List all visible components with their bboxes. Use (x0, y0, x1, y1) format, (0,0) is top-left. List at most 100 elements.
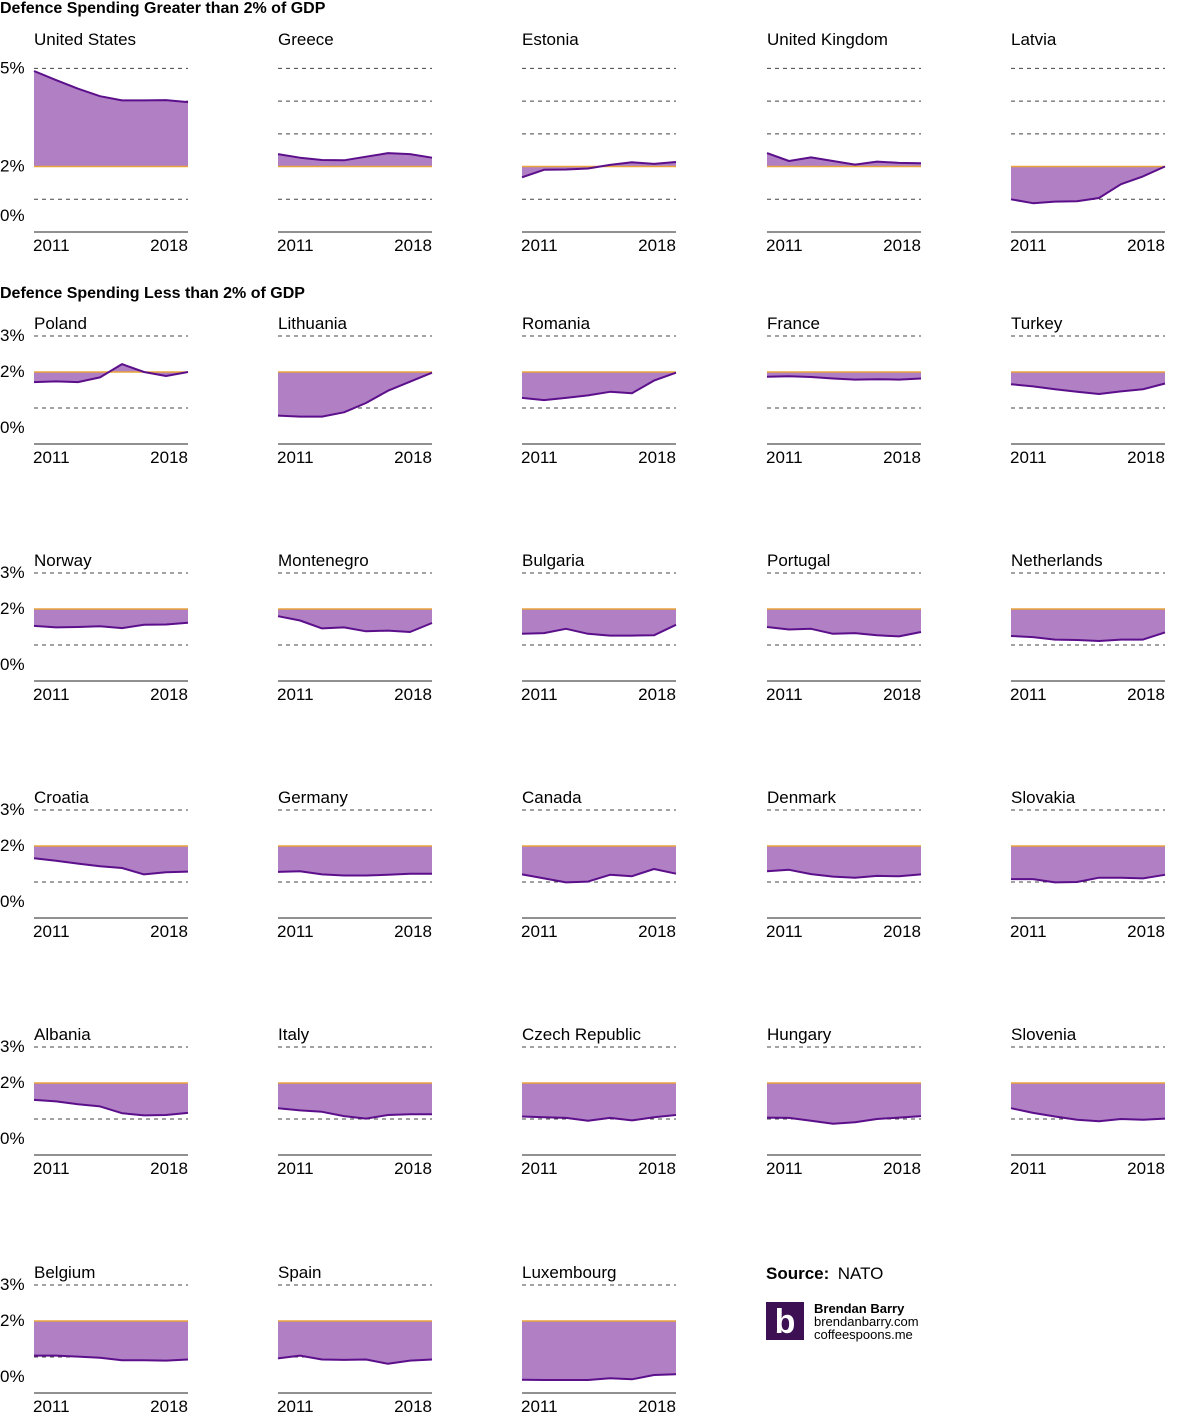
series-line (521, 371, 677, 402)
x-tick-label: 2011 (1010, 448, 1047, 467)
panel-czech-republic: Czech Republic 2011 2018 (521, 1025, 677, 1178)
x-tick-label: 2011 (521, 236, 558, 255)
gap-area (522, 1321, 676, 1380)
panel-germany: Germany 2011 2018 (277, 788, 432, 941)
x-tick-label: 2018 (1127, 1159, 1165, 1178)
x-tick-label: 2011 (277, 1397, 314, 1416)
source-value: NATO (838, 1264, 884, 1283)
x-tick-label: 2011 (277, 236, 314, 255)
source-note: Source: NATO (766, 1264, 883, 1283)
series-line (33, 1098, 189, 1117)
panel-title: Norway (34, 551, 92, 570)
x-tick-label: 2018 (638, 685, 676, 704)
x-tick-label: 2018 (883, 685, 921, 704)
series-line (277, 615, 433, 633)
panel-title: Poland (34, 314, 87, 333)
panel-title: Albania (34, 1025, 91, 1044)
series-line (33, 363, 189, 384)
brand-blog: coffeespoons.me (814, 1327, 913, 1342)
y-tick-label: 2% (0, 599, 25, 618)
panel-turkey: Turkey 2011 2018 (1010, 314, 1166, 467)
x-tick-label: 2011 (766, 1159, 803, 1178)
x-tick-label: 2018 (394, 448, 432, 467)
series-line (1010, 382, 1166, 395)
panel-title: France (767, 314, 820, 333)
panel-italy: Italy 2011 2018 (277, 1025, 432, 1178)
series-line (277, 152, 433, 162)
x-tick-label: 2018 (150, 685, 188, 704)
panel-title: Turkey (1011, 314, 1063, 333)
y-tick-label: 2% (0, 1073, 25, 1092)
x-tick-label: 2011 (766, 448, 803, 467)
series-line (34, 1354, 189, 1362)
gap-area (522, 846, 676, 883)
panel-romania: Romania 2011 2018 (521, 314, 677, 467)
x-tick-label: 2018 (638, 1397, 676, 1416)
panel-luxembourg: Luxembourg 2011 2018 (521, 1263, 677, 1416)
y-tick-label: 2% (0, 836, 25, 855)
gap-area (278, 846, 432, 876)
x-tick-label: 2011 (1010, 922, 1047, 941)
panel-united-states: United States 2011 2018 5% 2% 0% (0, 30, 189, 255)
series-line (277, 1107, 432, 1120)
gap-area (522, 1083, 676, 1121)
panel-title: Bulgaria (522, 551, 585, 570)
y-tick-label: 0% (0, 655, 25, 674)
gap-area (34, 1083, 188, 1116)
gap-area (522, 372, 676, 401)
panel-title: Romania (522, 314, 591, 333)
series-line (521, 623, 677, 637)
x-tick-label: 2011 (277, 448, 314, 467)
gap-area (1011, 609, 1165, 641)
series-line (277, 371, 433, 418)
panel-slovenia: Slovenia 2011 2018 (1010, 1025, 1166, 1178)
panel-title: Germany (278, 788, 348, 807)
series-line (521, 868, 677, 884)
x-tick-label: 2011 (1010, 685, 1047, 704)
panel-denmark: Denmark 2011 2018 (766, 788, 922, 941)
y-tick-label: 3% (0, 800, 25, 819)
x-tick-label: 2018 (1127, 448, 1165, 467)
x-tick-label: 2018 (394, 685, 432, 704)
panel-greece: Greece 2011 2018 (277, 30, 433, 255)
x-tick-label: 2018 (1127, 922, 1165, 941)
x-tick-label: 2011 (521, 685, 558, 704)
y-tick-label: 0% (0, 206, 25, 225)
svg-text:Source: NATO: Source: NATO (766, 1264, 883, 1283)
panel-netherlands: Netherlands 2011 2018 (1010, 551, 1166, 704)
series-line (766, 1115, 922, 1125)
gap-area (1011, 372, 1165, 394)
x-tick-label: 2018 (883, 922, 921, 941)
panel-title: Spain (278, 1263, 321, 1282)
y-tick-label: 3% (0, 563, 25, 582)
x-tick-label: 2011 (766, 922, 803, 941)
section-title-greater: Defence Spending Greater than 2% of GDP (0, 0, 326, 17)
panel-title: Hungary (767, 1025, 832, 1044)
x-tick-label: 2018 (883, 448, 921, 467)
panel-croatia: Croatia 2011 2018 3% 2% 0% (0, 788, 189, 941)
panel-title: Czech Republic (522, 1025, 642, 1044)
series-line (521, 161, 677, 179)
panel-albania: Albania 2011 2018 3% 2% 0% (0, 1025, 189, 1178)
panel-poland: Poland 2011 2018 3% 2% 0% (0, 314, 189, 467)
x-tick-label: 2011 (1010, 1159, 1047, 1178)
x-tick-label: 2018 (638, 922, 676, 941)
gap-area (34, 609, 188, 629)
panel-portugal: Portugal 2011 2018 (766, 551, 922, 704)
x-tick-label: 2011 (766, 236, 803, 255)
brand-logo (766, 1302, 804, 1340)
y-tick-label: 0% (0, 892, 25, 911)
x-tick-label: 2011 (521, 1397, 558, 1416)
x-tick-label: 2018 (394, 1397, 432, 1416)
series-line (766, 375, 922, 381)
panel-france: France 2011 2018 (766, 314, 922, 467)
panel-spain: Spain 2011 2018 (277, 1263, 433, 1416)
y-tick-label: 2% (0, 362, 25, 381)
gap-area (767, 153, 921, 167)
panel-hungary: Hungary 2011 2018 (766, 1025, 922, 1178)
x-tick-label: 2011 (33, 1397, 70, 1416)
x-tick-label: 2018 (150, 236, 188, 255)
gap-area (34, 71, 188, 167)
panel-norway: Norway 2011 2018 3% 2% 0% (0, 551, 189, 704)
